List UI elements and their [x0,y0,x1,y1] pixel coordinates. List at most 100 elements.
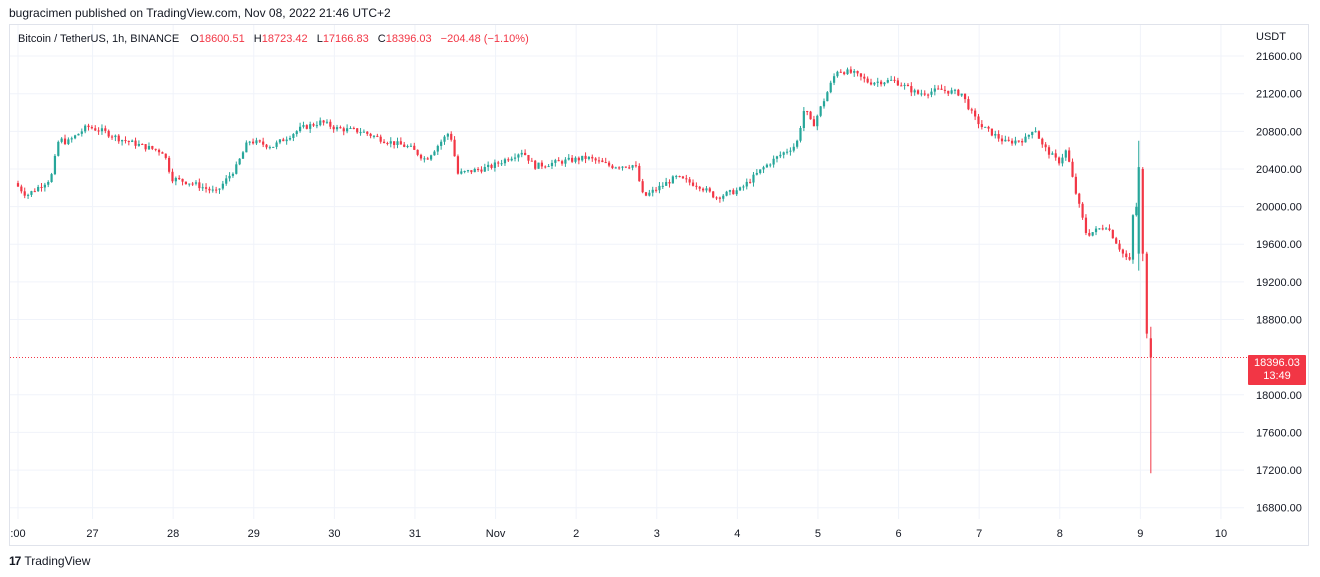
candle-body [638,165,641,182]
candle-body [416,149,419,155]
candle-body [97,130,100,132]
candle-body [812,119,816,127]
candle-body [460,171,463,174]
candle-body [587,156,591,159]
candle-body [802,111,805,129]
candle-body [584,155,587,159]
candle-body [560,161,564,164]
candle-body [356,128,359,133]
candle-body [759,169,762,173]
candle-body [57,141,60,156]
candle-body [879,81,883,85]
candle-body [433,151,436,156]
candle-body [644,192,648,196]
candle-body [137,144,140,146]
time-tick-label: 2 [573,528,579,540]
tradingview-logo[interactable]: 17 TradingView [9,554,90,568]
candle-body [23,191,26,196]
candle-body [1037,131,1041,139]
candle-body [947,90,950,94]
candle-body [1111,229,1114,239]
candle-body [67,139,70,145]
candle-body [762,167,765,170]
high-value: 18723.42 [261,33,308,45]
candle-body [1115,238,1118,244]
candle-body [90,127,93,129]
candle-body [60,138,63,142]
candle-body [117,135,120,142]
candle-body [309,124,312,129]
candle-body [1101,228,1104,230]
candle-body [409,145,413,147]
candle-body [752,174,755,183]
candle-body [577,157,580,161]
candle-body [705,188,708,191]
symbol-label[interactable]: Bitcoin / TetherUS, 1h, BINANCE [18,33,180,45]
candle-body [772,158,775,165]
candle-body [564,159,567,164]
candle-body [208,188,211,191]
candle-body [1031,131,1034,135]
candle-body [1051,153,1054,155]
candle-body [607,162,611,166]
candle-body [248,141,251,143]
candle-body [322,120,325,123]
candle-body [211,189,214,191]
candle-body [695,185,698,187]
candle-body [977,116,980,125]
candle-body [245,142,248,153]
candle-body [218,188,221,190]
candle-body [708,188,711,192]
candle-body [396,141,399,145]
candle-body [161,152,164,154]
candle-body [1057,157,1061,164]
publisher-line: bugracimen published on TradingView.com,… [9,6,391,20]
candle-body [930,91,933,95]
candle-body [124,140,127,142]
candle-body [822,101,826,107]
candle-body [920,93,923,95]
candle-body [134,140,137,146]
candle-body [624,166,627,168]
candle-body [225,178,228,184]
candle-body [540,162,543,167]
candle-body [943,89,946,91]
candle-body [332,126,335,130]
candle-body [963,93,967,100]
chart-frame[interactable] [9,24,1309,546]
candle-body [765,164,769,168]
time-tick-label: Nov [486,528,506,540]
candle-body [476,168,480,170]
candle-body [315,125,318,127]
candle-body [487,164,490,168]
candle-body [178,177,181,179]
candle-body [399,141,402,145]
candle-body [863,76,866,79]
candle-body [1125,253,1128,258]
candle-body [775,156,779,159]
candle-body [413,145,416,150]
candle-body [1024,136,1027,143]
candle-series [16,66,1152,474]
candle-body [903,84,906,86]
candle-body [1141,168,1144,254]
time-tick-label: 31 [409,528,421,540]
candle-body [500,163,503,165]
candle-body [688,179,691,183]
candle-body [507,159,510,161]
candle-body [950,90,953,94]
candle-body [1074,176,1077,194]
candle-body [1000,138,1004,142]
candle-body [984,126,987,128]
candle-body [691,182,695,186]
candle-body [174,177,177,182]
candle-body [601,160,604,163]
candle-body [154,148,157,150]
candle-body [604,162,607,164]
candle-body [20,186,23,192]
candle-body [1137,167,1140,254]
candle-body [685,178,688,180]
candle-body [1044,144,1047,148]
candle-body [1149,338,1152,358]
